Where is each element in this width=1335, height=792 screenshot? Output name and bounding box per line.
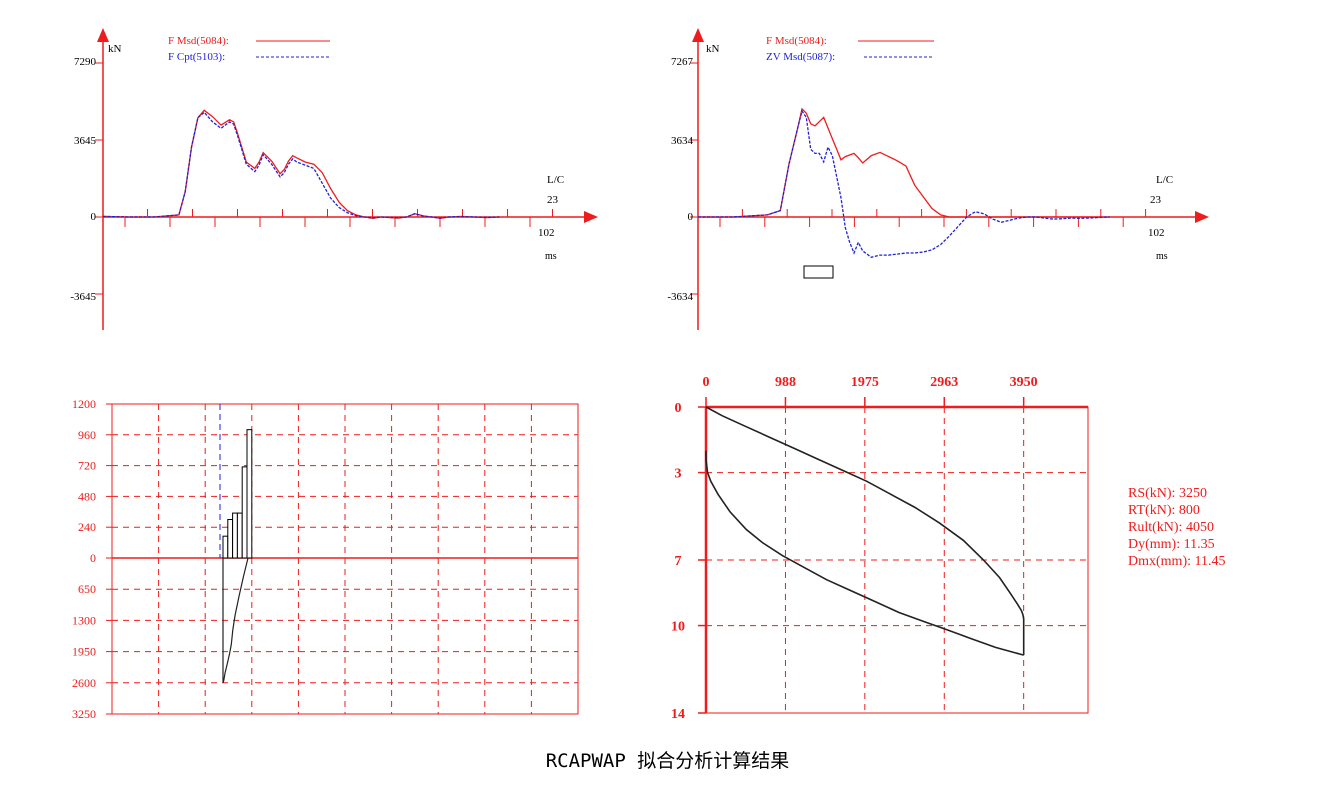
series-line-2 (698, 109, 1110, 259)
resistance-tick-labels: 1200 960 720 480 240 0 650 1300 1950 2600 3250 (72, 397, 96, 721)
force-velocity-axes (692, 28, 1209, 330)
ytick-label-3: 0 (91, 211, 97, 223)
lc-value: 23 (547, 194, 559, 206)
ytick-label: 1200 (72, 397, 96, 411)
xtick-label: 3950 (1010, 375, 1038, 390)
force-velocity-ticks (690, 62, 1147, 295)
x-unit-label: ms (545, 251, 557, 262)
cumulative-resistance-curve (222, 557, 249, 683)
figure-caption: RCAPWAP 拟合分析计算结果 (545, 750, 790, 772)
x-axis-arrow (1195, 211, 1209, 223)
resistance-bar-4 (236, 512, 243, 559)
legend-label-2: ZV Msd(5087): (766, 51, 835, 63)
force-velocity-chart: kN F Msd(5084): ZV Msd(5087): 7267 3634 … (667, 28, 1209, 330)
result-line-3: Rult(kN): 4050 (1128, 520, 1214, 535)
lc-label: L/C (547, 174, 564, 186)
ytick-label: 0 (90, 551, 96, 565)
result-line-1: RS(kN): 3250 (1128, 486, 1207, 501)
x-end-label: 102 (538, 227, 555, 239)
ytick-label: 960 (78, 428, 96, 442)
ytick-label: 14 (671, 707, 685, 722)
x-unit-label: ms (1156, 251, 1168, 262)
resistance-bar-3 (232, 512, 238, 559)
load-settlement-chart: 0 988 1975 2963 3950 0 3 7 10 14 RS(kN): 3250 RT(k… (671, 375, 1225, 722)
settlement-branch-2 (705, 450, 1024, 656)
xtick-label: 0 (703, 375, 710, 390)
ytick-label: 3 (675, 467, 682, 482)
legend-label-1: F Msd(5084): (766, 35, 827, 47)
resistance-bar-1 (222, 535, 229, 559)
ytick-label-4: -3634 (667, 291, 693, 303)
load-settlement-curve (705, 406, 1025, 656)
force-match-ticks (95, 62, 553, 295)
ytick-label: 7 (675, 554, 682, 569)
ytick-label: 3250 (72, 707, 96, 721)
ytick-label: 1950 (72, 645, 96, 659)
y-unit-label: kN (706, 43, 720, 55)
series-line-1 (102, 109, 500, 219)
xtick-label: 2963 (930, 375, 958, 390)
load-settlement-tick-labels: 0 988 1975 2963 3950 0 3 7 10 14 (671, 375, 1038, 722)
resistance-bar-6 (246, 429, 253, 559)
y-axis-arrow (692, 28, 704, 42)
y-unit-label: kN (108, 43, 122, 55)
ytick-label: 1300 (72, 613, 96, 627)
xtick-label: 988 (775, 375, 796, 390)
ytick-label: 720 (78, 459, 96, 473)
legend-label-1: F Msd(5084): (168, 35, 229, 47)
result-line-5: Dmx(mm): 11.45 (1128, 554, 1225, 569)
force-velocity-series (698, 107, 1110, 259)
load-settlement-grid (698, 397, 1089, 714)
series-line-2 (102, 111, 500, 219)
x-axis-arrow (584, 211, 598, 223)
ytick-label: 480 (78, 489, 96, 503)
result-line-4: Dy(mm): 11.35 (1128, 537, 1215, 552)
lc-label: L/C (1156, 174, 1173, 186)
resistance-distribution-chart: 1200 960 720 480 240 0 650 1300 1950 2600 3250 (72, 397, 579, 721)
xtick-label: 1975 (851, 375, 879, 390)
ytick-label: 0 (675, 401, 682, 416)
x-end-label: 102 (1148, 227, 1165, 239)
time-window-marker (803, 265, 834, 279)
ytick-label-2: 3645 (74, 135, 97, 147)
ytick-label: 240 (78, 520, 96, 534)
ytick-label-4: -3645 (70, 291, 96, 303)
y-axis-arrow (97, 28, 109, 42)
ytick-label-3: 0 (688, 211, 694, 223)
resistance-bars (222, 429, 253, 559)
ytick-label: 2600 (72, 676, 96, 690)
series-line-1 (698, 107, 1110, 218)
result-line-2: RT(kN): 800 (1128, 503, 1200, 518)
force-match-axes (97, 28, 598, 330)
ytick-label: 10 (671, 620, 685, 635)
force-match-chart: kN F Msd(5084): F Cpt(5103): 7290 3645 0… (70, 28, 598, 330)
resistance-bar-2 (227, 519, 234, 559)
ytick-label-1: 7267 (671, 56, 694, 68)
settlement-branch-1 (705, 406, 1025, 656)
resistance-grid (106, 403, 579, 715)
results-summary: RS(kN): 3250 RT(kN): 800 Rult(kN): 4050 Dy(… (1128, 486, 1225, 569)
force-match-series (102, 109, 500, 219)
lc-value: 23 (1150, 194, 1162, 206)
cumulative-curve-line (222, 557, 249, 683)
ytick-label-2: 3634 (671, 135, 694, 147)
ytick-label-1: 7290 (74, 56, 97, 68)
resistance-bar-5 (241, 466, 248, 559)
ytick-label: 650 (78, 582, 96, 596)
legend-label-2: F Cpt(5103): (168, 51, 225, 63)
